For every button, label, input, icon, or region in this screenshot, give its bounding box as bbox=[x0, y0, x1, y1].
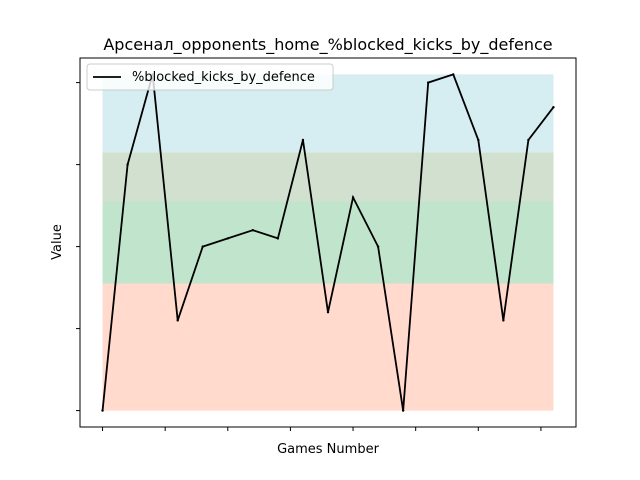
data-point bbox=[276, 237, 280, 240]
x-axis-label: Games Number bbox=[277, 442, 379, 457]
data-point bbox=[502, 319, 505, 322]
series-layer bbox=[101, 73, 555, 412]
data-point bbox=[452, 73, 455, 76]
data-point bbox=[301, 138, 305, 142]
data-point bbox=[201, 245, 204, 248]
legend-label: %blocked_kicks_by_defence bbox=[132, 70, 315, 85]
x-axis-ticks bbox=[102, 427, 542, 431]
data-point bbox=[251, 229, 255, 232]
data-point bbox=[326, 311, 330, 314]
legend: %blocked_kicks_by_defence bbox=[86, 63, 334, 91]
data-point bbox=[176, 319, 179, 322]
data-point bbox=[351, 196, 355, 199]
data-point bbox=[477, 138, 480, 142]
y-axis-label: Value bbox=[50, 224, 65, 260]
plot-frame bbox=[79, 57, 577, 428]
data-point bbox=[376, 245, 380, 248]
data-point bbox=[552, 106, 555, 109]
data-point bbox=[101, 409, 104, 412]
background-bands bbox=[102, 74, 554, 411]
legend-box bbox=[86, 63, 334, 91]
data-point bbox=[401, 409, 405, 412]
y-axis-ticks bbox=[76, 82, 80, 412]
background-band-1 bbox=[102, 201, 554, 284]
background-band-2 bbox=[102, 152, 554, 202]
background-band-0 bbox=[102, 283, 554, 411]
data-point bbox=[126, 163, 129, 166]
chart-title: Арсенал_opponents_home_%blocked_kicks_by… bbox=[103, 35, 552, 55]
data-point bbox=[527, 138, 530, 142]
data-point bbox=[226, 237, 229, 240]
data-point bbox=[427, 81, 430, 84]
